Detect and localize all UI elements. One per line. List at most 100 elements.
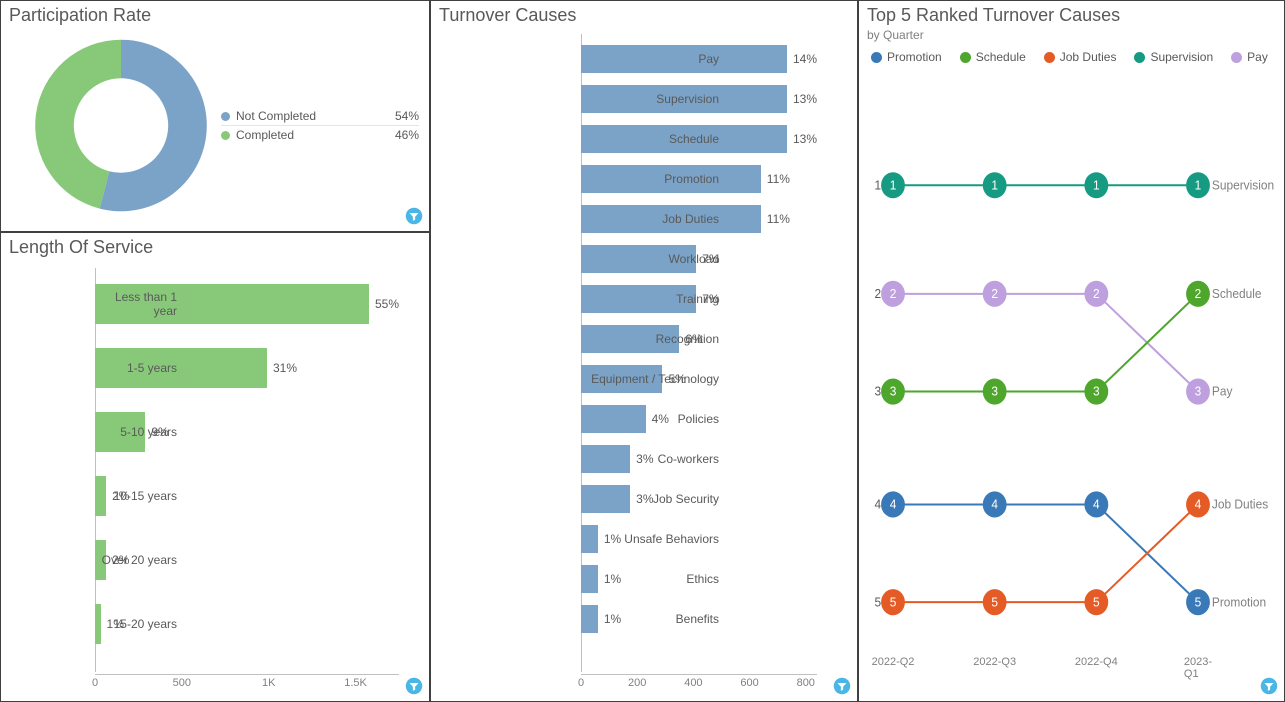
bar-label: Job Security <box>581 492 725 506</box>
axis-tick: 2023-Q1 <box>1184 656 1212 680</box>
series-line[interactable] <box>893 504 1198 602</box>
legend-item[interactable]: Not Completed 54% <box>221 107 419 126</box>
legend-item[interactable]: Promotion <box>871 50 942 64</box>
filter-icon[interactable] <box>405 677 423 695</box>
legend-label: Pay <box>1247 50 1268 64</box>
svg-text:1: 1 <box>1195 178 1202 193</box>
bump-panel: Top 5 Ranked Turnover Causes by Quarter … <box>858 0 1285 702</box>
bump-subtitle: by Quarter <box>859 28 1284 48</box>
series-end-label: Promotion <box>1212 595 1266 610</box>
svg-text:1: 1 <box>991 178 998 193</box>
length-of-service-panel: Length Of Service Less than 1 year 55%1-… <box>0 232 430 702</box>
turnover-title: Turnover Causes <box>431 1 857 28</box>
axis-tick: 800 <box>797 677 815 689</box>
series-node[interactable]: 4 <box>1186 491 1210 517</box>
legend-label: Not Completed <box>236 109 389 123</box>
axis-tick: 1.5K <box>344 677 367 689</box>
svg-text:4: 4 <box>1195 497 1202 512</box>
participation-donut <box>21 28 221 223</box>
series-line[interactable] <box>893 294 1198 392</box>
series-node[interactable]: 2 <box>1084 281 1108 307</box>
series-node[interactable]: 4 <box>983 491 1007 517</box>
series-node[interactable]: 1 <box>983 172 1007 198</box>
legend-value: 46% <box>395 128 419 142</box>
legend-item[interactable]: Supervision <box>1134 50 1213 64</box>
bar-label: Pay <box>581 52 725 66</box>
axis-tick: 200 <box>628 677 646 689</box>
series-end-label: Pay <box>1212 384 1233 399</box>
svg-text:1: 1 <box>1093 178 1100 193</box>
series-node[interactable]: 3 <box>983 379 1007 405</box>
participation-panel: Participation Rate Not Completed 54% Com… <box>0 0 430 232</box>
bump-chart: 123451111Supervision2223Pay3332Schedule4… <box>893 68 1198 676</box>
svg-text:5: 5 <box>1093 595 1100 610</box>
series-node[interactable]: 3 <box>1186 379 1210 405</box>
series-line[interactable] <box>893 294 1198 392</box>
series-node[interactable]: 2 <box>983 281 1007 307</box>
svg-text:2: 2 <box>1195 287 1202 302</box>
bar-label: Benefits <box>581 612 725 626</box>
bar-label: 15-20 years <box>95 617 183 631</box>
series-node[interactable]: 5 <box>881 589 905 615</box>
series-node[interactable]: 1 <box>881 172 905 198</box>
axis-tick: 2022-Q2 <box>872 656 915 668</box>
series-node[interactable]: 5 <box>1186 589 1210 615</box>
series-line[interactable] <box>893 504 1198 602</box>
axis-tick: 0 <box>92 677 98 689</box>
bump-legend: Promotion Schedule Job Duties Supervision Pa… <box>859 48 1284 68</box>
svg-text:3: 3 <box>1195 384 1202 399</box>
bar-label: Unsafe Behaviors <box>581 532 725 546</box>
legend-item[interactable]: Pay <box>1231 50 1268 64</box>
bar-label: Workload <box>581 252 725 266</box>
svg-text:4: 4 <box>991 497 998 512</box>
bar-label: Ethics <box>581 572 725 586</box>
filter-icon[interactable] <box>1260 677 1278 695</box>
bar-label: 10-15 years <box>95 489 183 503</box>
svg-text:5: 5 <box>890 595 897 610</box>
series-node[interactable]: 4 <box>881 491 905 517</box>
bar-value: 13% <box>787 132 817 146</box>
bar-value: 55% <box>369 297 399 311</box>
legend-value: 54% <box>395 109 419 123</box>
bar-label: Training <box>581 292 725 306</box>
los-chart: Less than 1 year 55%1-5 years 31%5-10 ye… <box>1 260 429 698</box>
axis-tick: 2022-Q3 <box>973 656 1016 668</box>
legend-label: Schedule <box>976 50 1026 64</box>
svg-text:4: 4 <box>890 497 897 512</box>
bar-value: 14% <box>787 52 817 66</box>
svg-text:4: 4 <box>1093 497 1100 512</box>
turnover-panel: Turnover Causes Pay 14%Supervision 13%Sc… <box>430 0 858 702</box>
legend-label: Promotion <box>887 50 942 64</box>
bar-label: Less than 1 year <box>95 290 183 318</box>
legend-item[interactable]: Job Duties <box>1044 50 1117 64</box>
bar-value: 11% <box>761 172 790 186</box>
axis-tick: 2022-Q4 <box>1075 656 1118 668</box>
series-node[interactable]: 2 <box>881 281 905 307</box>
series-end-label: Supervision <box>1212 178 1274 193</box>
series-node[interactable]: 1 <box>1186 172 1210 198</box>
series-node[interactable]: 1 <box>1084 172 1108 198</box>
series-node[interactable]: 5 <box>1084 589 1108 615</box>
bar-value: 13% <box>787 92 817 106</box>
series-end-label: Job Duties <box>1212 497 1268 512</box>
series-node[interactable]: 4 <box>1084 491 1108 517</box>
legend-item[interactable]: Completed 46% <box>221 126 419 144</box>
rank-axis-label: 2 <box>874 287 881 302</box>
bar-label: 1-5 years <box>95 361 183 375</box>
rank-axis-label: 3 <box>874 384 881 399</box>
bar-label: Co-workers <box>581 452 725 466</box>
filter-icon[interactable] <box>405 207 423 225</box>
bar-label: Recognition <box>581 332 725 346</box>
rank-axis-label: 4 <box>874 497 881 512</box>
series-node[interactable]: 5 <box>983 589 1007 615</box>
series-node[interactable]: 3 <box>1084 379 1108 405</box>
rank-axis-label: 1 <box>874 178 881 193</box>
bar-value: 31% <box>267 361 297 375</box>
series-node[interactable]: 2 <box>1186 281 1210 307</box>
series-node[interactable]: 3 <box>881 379 905 405</box>
legend-item[interactable]: Schedule <box>960 50 1026 64</box>
svg-text:1: 1 <box>890 178 897 193</box>
bar-label: Equipment / Technology <box>581 372 725 386</box>
filter-icon[interactable] <box>833 677 851 695</box>
participation-title: Participation Rate <box>1 1 429 28</box>
